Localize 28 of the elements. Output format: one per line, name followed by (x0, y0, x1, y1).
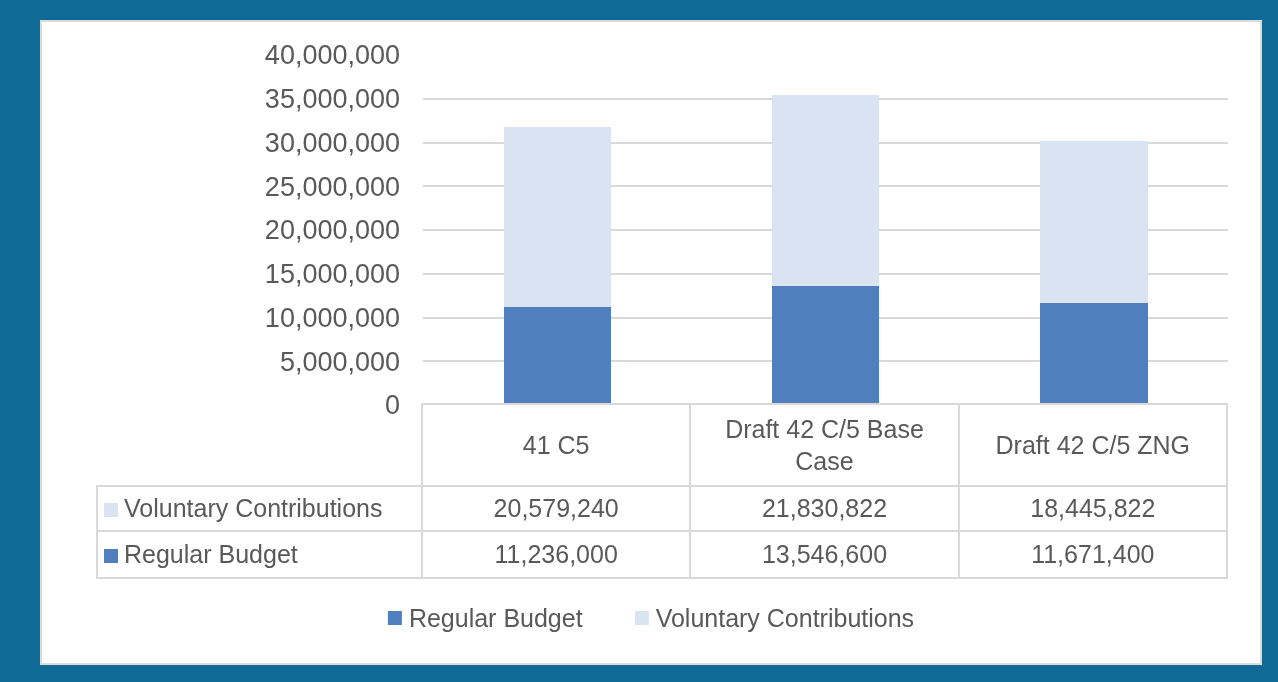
bar (771, 95, 880, 287)
bar (1040, 302, 1148, 405)
text: Regular Budget (124, 540, 298, 569)
text: Voluntary Contributions (655, 603, 915, 632)
legend-label: Voluntary Contributions (124, 494, 383, 523)
bar (503, 126, 611, 307)
data-label: 11,671,400 (958, 531, 1227, 578)
y-tick-label: 10,000,000 (264, 302, 400, 333)
y-tick-label: 25,000,000 (264, 171, 400, 202)
y-tick-label: 0 (384, 390, 400, 421)
bar (1040, 141, 1148, 303)
y-tick-label: 35,000,000 (264, 84, 400, 115)
data-label: 11,236,000 (422, 531, 691, 578)
data-label: 18,445,822 (958, 486, 1227, 531)
x-tick-label: Draft 42 C/5 ZNG (958, 404, 1227, 486)
data-label: 21,830,822 (690, 486, 959, 531)
data-label: 13,546,600 (690, 531, 959, 578)
data-label: 20,579,240 (422, 486, 691, 531)
bar (503, 306, 611, 405)
y-tick-label: 40,000,000 (264, 40, 400, 71)
y-tick-label: 5,000,000 (279, 346, 400, 377)
x-tick-label: Draft 42 C/5 Base Case (690, 404, 959, 486)
y-tick-label: 30,000,000 (264, 127, 400, 158)
x-tick-label: 41 C5 (422, 404, 691, 486)
y-tick-label: 15,000,000 (264, 259, 400, 290)
y-tick-label: 20,000,000 (264, 215, 400, 246)
legend-label: Regular Budget (408, 603, 583, 633)
bar (771, 286, 880, 405)
